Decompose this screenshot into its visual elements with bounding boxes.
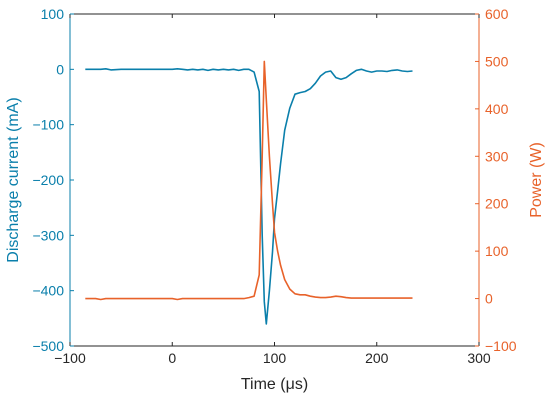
y-left-tick-label: −400 [32,283,64,299]
y-left-tick-label: −100 [32,117,64,133]
y-left-axis-title: Discharge current (mA) [5,97,22,262]
y-left-ticks: −500 −400 −300 −200 −100 0 100 [32,6,74,354]
y-left-tick-label: −500 [32,338,64,354]
y-right-tick-label: 500 [485,53,509,69]
x-tick-label: 100 [263,350,287,366]
y-left-tick-label: 0 [56,61,64,77]
x-axis-title: Time (μs) [241,376,308,393]
x-tick-label: 300 [467,350,491,366]
power-line [85,60,413,301]
discharge-current-line [85,68,413,325]
series-lines [85,60,413,325]
y-right-tick-label: 200 [485,196,509,212]
y-right-tick-label: 300 [485,148,509,164]
x-tick-label: 200 [365,350,389,366]
y-right-tick-label: 100 [485,243,509,259]
y-right-ticks: −100 0 100 200 300 400 500 600 [475,6,517,354]
y-right-tick-label: 0 [485,291,493,307]
y-left-tick-label: 100 [41,6,65,22]
x-tick-label: −100 [54,350,86,366]
y-left-tick-label: −300 [32,227,64,243]
y-right-tick-label: −100 [485,338,517,354]
y-right-tick-label: 400 [485,101,509,117]
y-right-axis-title: Power (W) [528,142,545,218]
y-right-tick-label: 600 [485,6,509,22]
x-tick-label: 0 [168,350,176,366]
x-ticks: −100 0 100 200 300 [54,14,491,366]
y-left-tick-label: −200 [32,172,64,188]
plot-area [70,14,479,346]
